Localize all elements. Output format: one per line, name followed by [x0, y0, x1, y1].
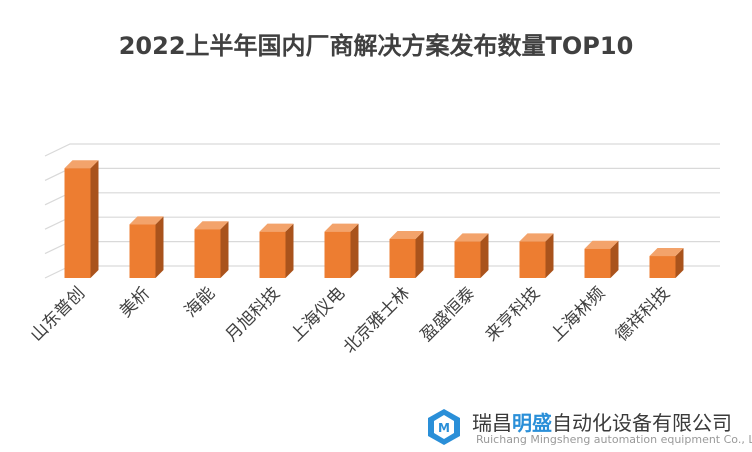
category-label: 上海林频 — [547, 283, 609, 345]
bar-side — [610, 240, 619, 278]
svg-text:M: M — [438, 421, 450, 435]
bar — [64, 168, 91, 278]
gridline — [44, 192, 720, 206]
category-label: 德祥科技 — [612, 283, 674, 345]
category-label: 月旭科技 — [222, 283, 284, 345]
bar-top — [194, 221, 229, 230]
bar-top — [389, 230, 424, 239]
gridline — [44, 167, 720, 181]
bar-side — [675, 248, 684, 278]
bar-side — [285, 223, 294, 278]
bar — [584, 248, 611, 278]
category-label: 山东普创 — [27, 283, 89, 345]
bar-top — [129, 216, 164, 225]
bar-top — [584, 240, 619, 249]
bar-side — [415, 230, 424, 278]
category-label: 北京雅士林 — [340, 283, 414, 357]
company-name-highlight: 明盛 — [512, 411, 552, 435]
bar — [454, 241, 481, 278]
category-label: 来亨科技 — [482, 283, 544, 345]
bar-top — [454, 233, 489, 242]
company-name-part2: 自动化设备有限公司 — [552, 411, 732, 435]
company-name-en: Ruichang Mingsheng automation equipment … — [476, 433, 752, 446]
bar — [389, 238, 416, 278]
bar-top — [649, 248, 684, 257]
category-label: 盈盛恒泰 — [417, 283, 479, 345]
bar-top — [324, 223, 359, 232]
bar-top — [259, 223, 294, 232]
bar-side — [545, 233, 554, 278]
cube-logo-icon: M — [428, 409, 460, 445]
category-label: 美析 — [116, 283, 154, 321]
bar-side — [220, 221, 229, 278]
bar-side — [90, 160, 99, 278]
bar-side — [155, 216, 164, 278]
company-name: 瑞昌明盛自动化设备有限公司 — [472, 407, 732, 436]
bar-side — [480, 233, 489, 278]
category-label: 海能 — [181, 283, 219, 321]
chart-title: 2022上半年国内厂商解决方案发布数量TOP10 — [118, 32, 634, 60]
company-watermark: M 瑞昌明盛自动化设备有限公司 Ruichang Mingsheng autom… — [420, 403, 752, 452]
category-label: 上海仪电 — [287, 283, 349, 345]
gridline — [44, 143, 720, 157]
bar — [259, 231, 286, 278]
bar — [519, 241, 546, 278]
bar-top — [64, 160, 99, 169]
bar — [649, 256, 676, 278]
bar — [324, 231, 351, 278]
bar — [194, 229, 221, 278]
bar-top — [519, 233, 554, 242]
bar-side — [350, 223, 359, 278]
bar — [129, 224, 156, 278]
company-name-part1: 瑞昌 — [472, 411, 512, 435]
